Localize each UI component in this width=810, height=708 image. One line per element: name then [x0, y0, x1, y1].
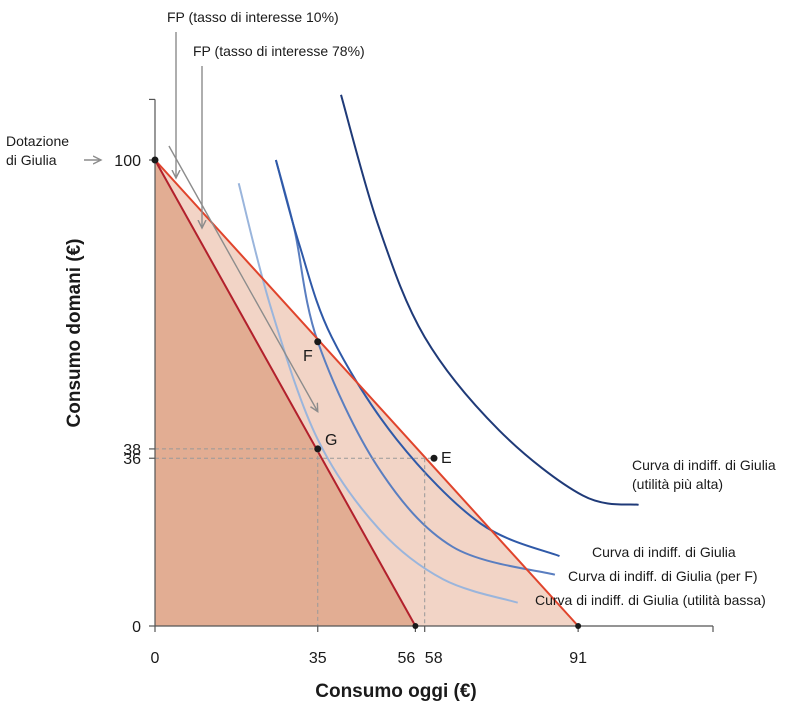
point-g — [314, 445, 322, 453]
ic-high-label-line1: Curva di indiff. di Giulia — [632, 457, 776, 473]
ic-f-label: Curva di indiff. di Giulia (per F) — [568, 568, 758, 584]
point-e — [430, 454, 438, 462]
rotation-arrow — [168, 145, 318, 412]
y-axis-title: Consumo domani (€) — [64, 239, 85, 428]
ic-mid-label: Curva di indiff. di Giulia — [592, 544, 736, 560]
y-tick-label-100: 100 — [114, 153, 141, 170]
x-tick-label-58: 58 — [425, 650, 443, 667]
point-x-91 — [575, 623, 582, 629]
x-tick-label-35: 35 — [309, 650, 327, 667]
endowment-label-line1: Dotazione — [6, 133, 69, 149]
y-tick-label-36: 36 — [123, 451, 141, 468]
frontier-line-78 — [154, 159, 417, 627]
indifference-curve-low — [237, 183, 518, 604]
point-x-56 — [412, 623, 419, 629]
x-ticks: 0 35 56 58 91 — [151, 626, 587, 667]
x-tick-label-0: 0 — [151, 650, 160, 667]
indifference-curve-high — [340, 94, 639, 506]
x-axis-title: Consumo oggi (€) — [315, 681, 476, 702]
indifference-curve-mid — [274, 159, 560, 558]
ic-high-label-line2: (utilità più alta) — [632, 476, 723, 492]
fp-78-label: FP (tasso di interesse 78%) — [193, 43, 365, 59]
fp-10-label: FP (tasso di interesse 10%) — [167, 9, 339, 25]
x-tick-label-56: 56 — [398, 650, 416, 667]
y-tick-label-38: 38 — [123, 442, 141, 459]
frontier-line-10 — [154, 159, 579, 627]
endowment-point — [151, 156, 159, 164]
point-f — [314, 338, 322, 346]
point-e-label: E — [441, 450, 452, 467]
point-f-label: F — [303, 348, 313, 365]
y-tick-label-0: 0 — [132, 619, 141, 636]
endowment-label-line2: di Giulia — [6, 152, 57, 168]
point-g-label: G — [325, 432, 337, 449]
ic-low-label: Curva di indiff. di Giulia (utilità bass… — [535, 592, 766, 608]
x-tick-label-91: 91 — [569, 650, 587, 667]
